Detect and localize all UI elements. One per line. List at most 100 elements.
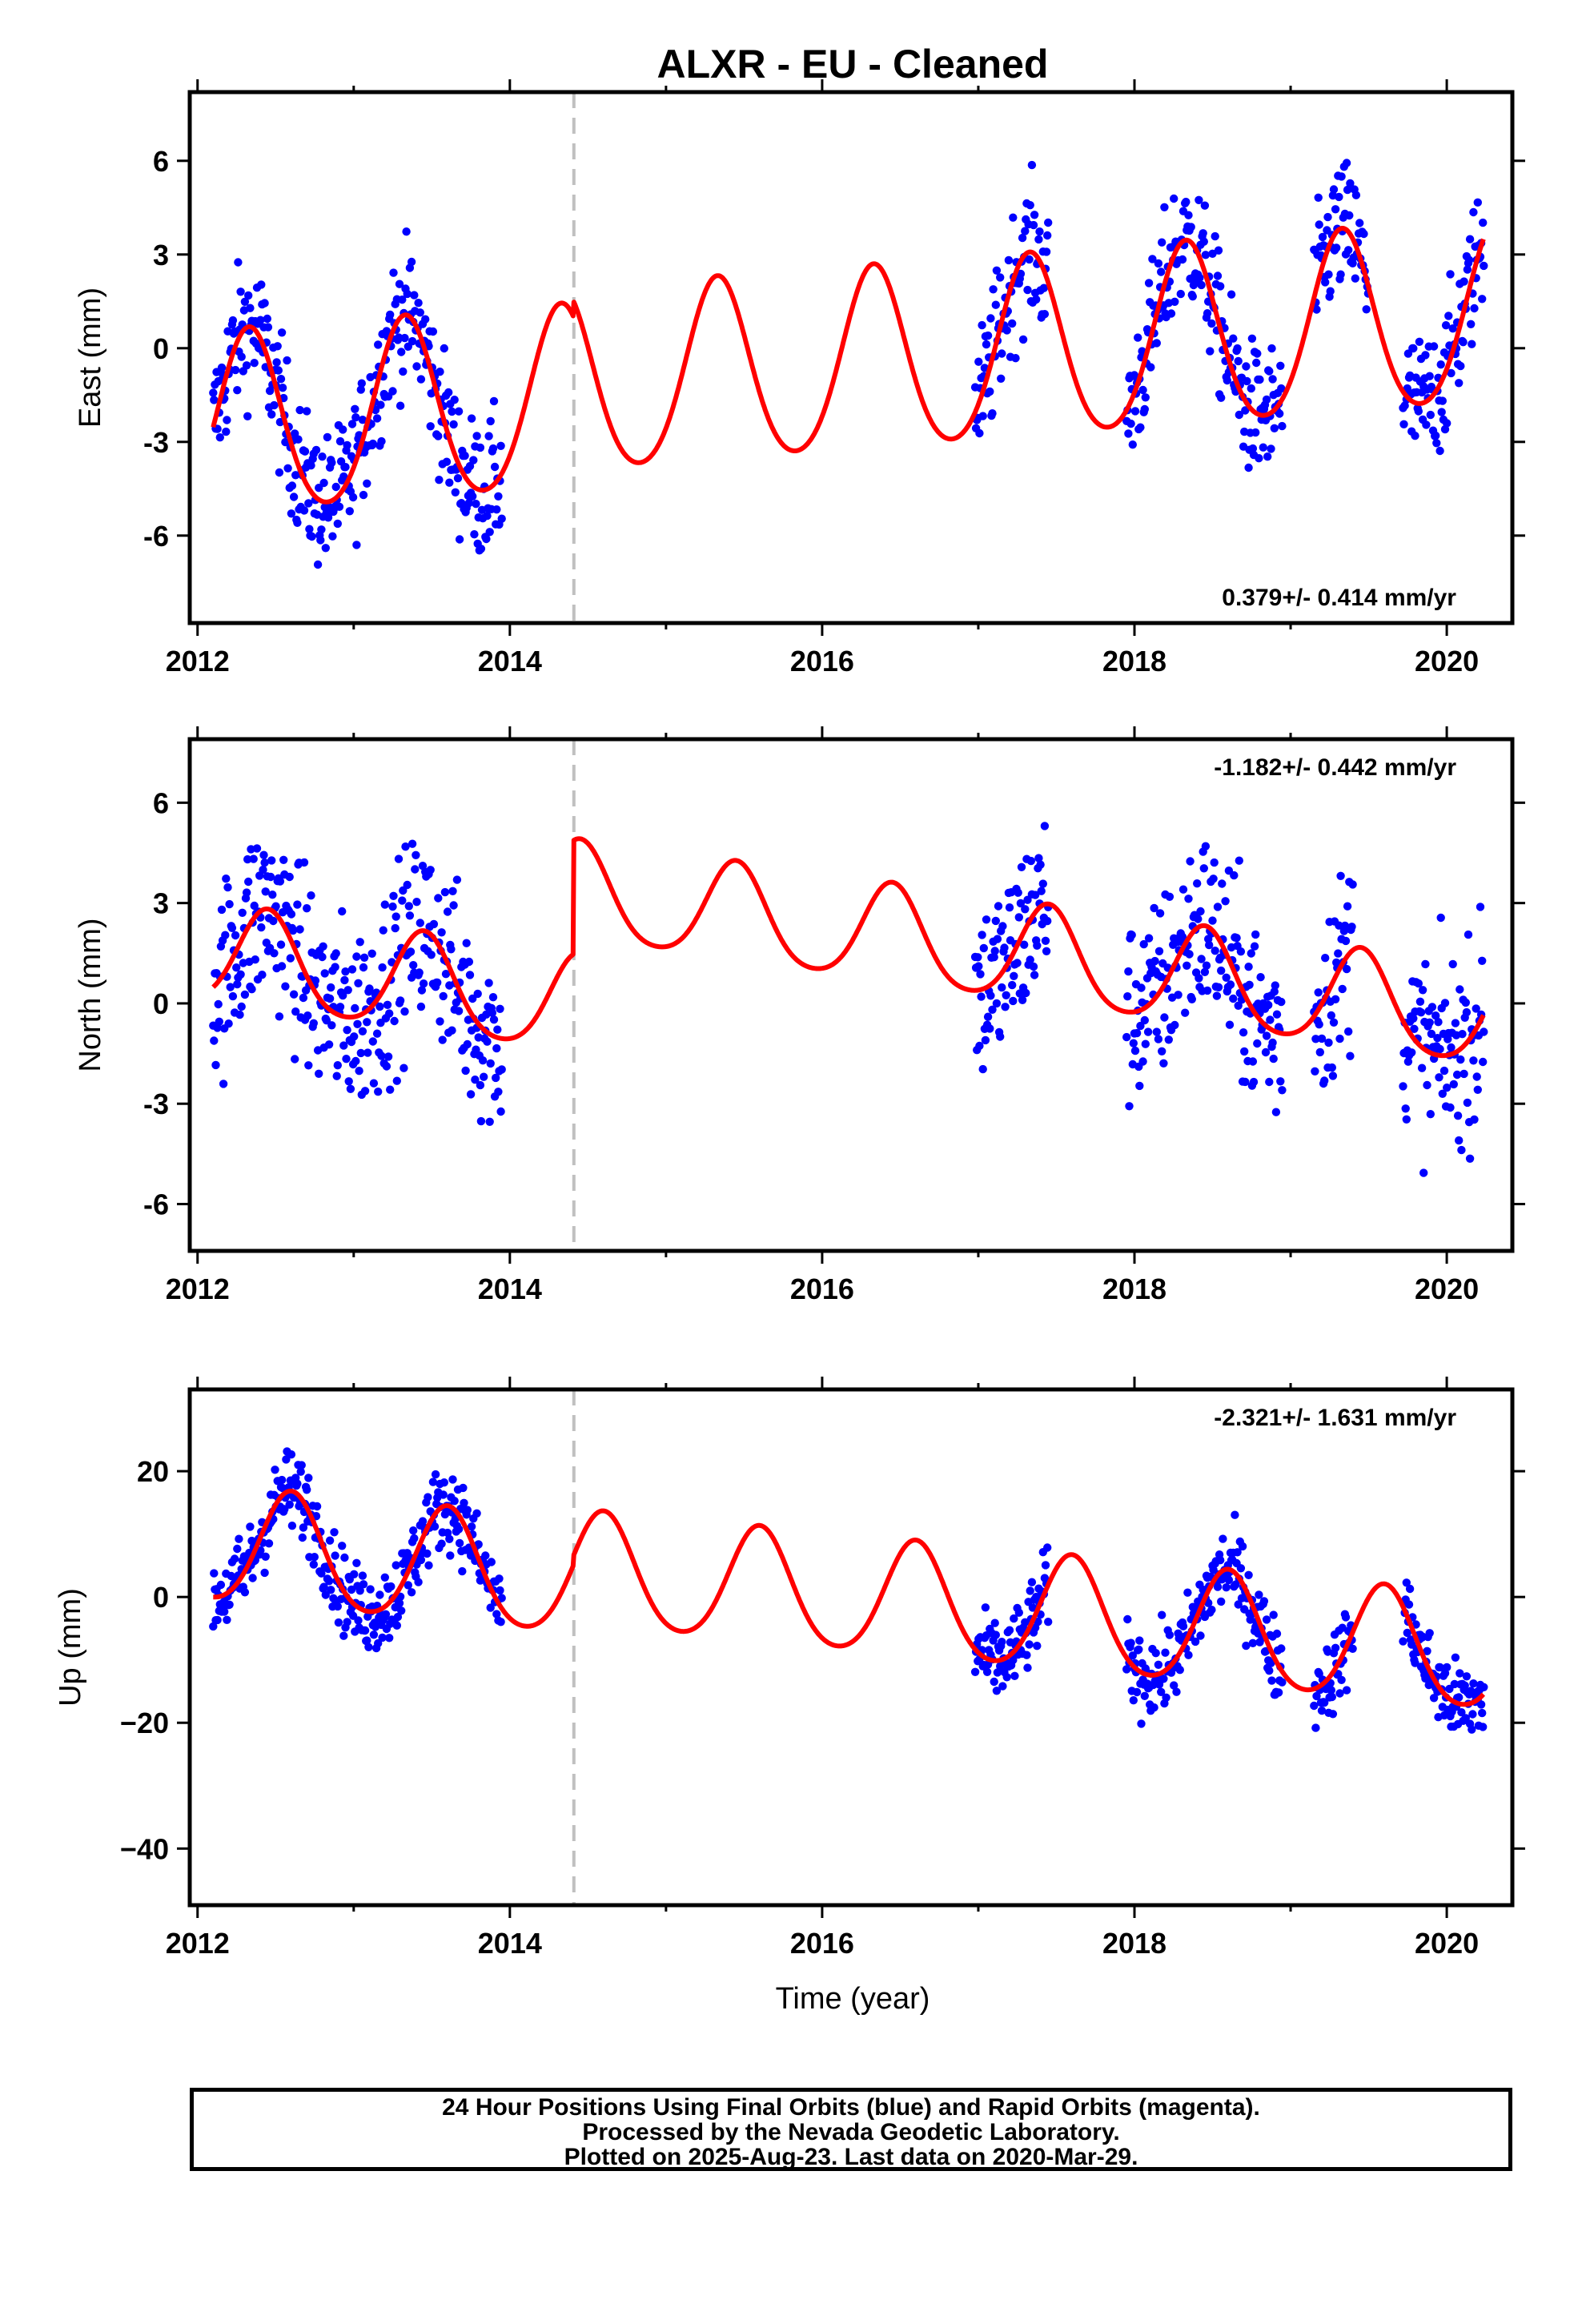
data-point	[1011, 354, 1020, 363]
data-point	[1456, 1669, 1464, 1678]
data-point	[1000, 943, 1009, 952]
data-point	[1314, 988, 1323, 997]
data-point	[1267, 344, 1276, 353]
data-point	[1415, 997, 1425, 1007]
data-point	[309, 1019, 318, 1028]
data-point	[340, 1553, 349, 1562]
data-point	[1435, 446, 1444, 456]
data-point	[1469, 207, 1478, 217]
data-point	[1267, 1676, 1276, 1685]
data-point	[1005, 903, 1014, 912]
x-tick-label: 2012	[166, 645, 230, 677]
data-point	[1010, 1614, 1018, 1623]
data-point	[261, 887, 270, 896]
x-tick-label: 2016	[790, 1273, 854, 1305]
y-axis-label: Up (mm)	[54, 1588, 87, 1707]
data-point	[1245, 980, 1254, 990]
data-point	[1132, 1687, 1142, 1697]
data-point	[1480, 1683, 1488, 1691]
data-point	[492, 1043, 501, 1053]
data-point	[317, 525, 326, 534]
data-point	[1043, 231, 1052, 240]
data-point	[1478, 956, 1487, 966]
data-point	[1027, 160, 1037, 170]
data-point	[975, 1041, 984, 1051]
data-point	[408, 839, 417, 848]
data-point	[289, 990, 299, 999]
data-point	[1244, 963, 1253, 971]
data-point	[350, 1032, 359, 1041]
x-tick-label: 2020	[1415, 645, 1479, 677]
data-point	[363, 479, 371, 488]
data-point	[1347, 923, 1356, 931]
data-point	[377, 436, 386, 446]
data-point	[367, 949, 376, 959]
data-point	[404, 902, 413, 911]
data-point	[1270, 424, 1279, 432]
data-point	[1244, 463, 1253, 472]
data-point	[1351, 191, 1361, 199]
data-point	[1443, 1084, 1452, 1092]
data-point	[351, 1003, 359, 1013]
data-point	[1236, 947, 1246, 956]
data-point	[1122, 1665, 1131, 1674]
data-point	[283, 356, 291, 365]
data-point	[427, 951, 436, 959]
data-point	[396, 401, 405, 410]
data-point	[228, 991, 238, 1001]
data-point	[354, 979, 363, 988]
data-point	[240, 1588, 250, 1597]
data-point	[368, 1037, 377, 1046]
data-point	[1425, 1018, 1434, 1027]
y-tick-label: −20	[120, 1707, 169, 1739]
data-point	[1458, 1030, 1467, 1039]
data-point	[991, 1630, 1001, 1639]
data-point	[1272, 1010, 1282, 1019]
data-point	[440, 344, 448, 353]
data-point	[260, 1568, 269, 1578]
data-point	[1130, 1046, 1140, 1055]
data-point	[222, 875, 231, 883]
data-point	[291, 1055, 299, 1063]
data-point	[1434, 1018, 1443, 1027]
data-point	[992, 1687, 1002, 1695]
data-point	[1439, 1066, 1449, 1076]
data-point	[1184, 1651, 1193, 1659]
data-point	[447, 945, 456, 954]
data-point	[1124, 967, 1133, 976]
data-point	[406, 947, 416, 956]
data-point	[285, 872, 294, 882]
data-point	[389, 891, 398, 901]
data-point	[278, 1484, 287, 1493]
data-point	[990, 1677, 998, 1687]
data-point	[1010, 971, 1018, 981]
data-point	[1194, 915, 1203, 923]
data-point	[303, 1486, 311, 1494]
data-point	[445, 478, 454, 487]
data-point	[416, 919, 424, 927]
data-point	[1018, 233, 1027, 243]
data-point	[250, 901, 259, 911]
data-point	[1178, 885, 1188, 894]
data-point	[1221, 897, 1230, 906]
data-point	[1249, 1077, 1259, 1087]
data-point	[1341, 936, 1351, 946]
plot-area	[209, 1389, 1488, 1905]
data-point	[276, 940, 286, 949]
data-point	[474, 1540, 483, 1549]
rate-label: 0.379+/- 0.414 mm/yr	[1222, 585, 1456, 611]
data-point	[1276, 361, 1285, 370]
data-point	[1277, 997, 1286, 1007]
data-point	[1248, 444, 1258, 453]
data-point	[402, 227, 411, 236]
data-point	[485, 1117, 494, 1127]
data-point	[321, 1590, 330, 1599]
data-point	[1143, 1027, 1153, 1036]
data-point	[215, 1017, 223, 1027]
data-point	[323, 432, 332, 442]
data-point	[293, 900, 302, 909]
data-point	[1259, 1597, 1269, 1606]
data-point	[222, 427, 231, 436]
data-point	[1219, 1534, 1227, 1543]
data-point	[1468, 340, 1476, 348]
